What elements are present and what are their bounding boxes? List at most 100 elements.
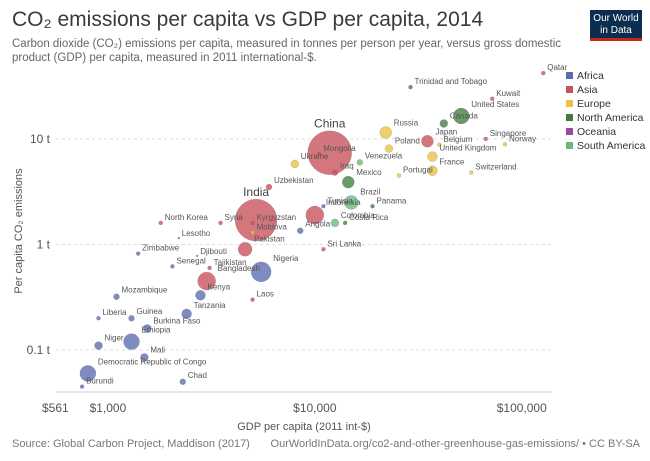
- point-label: United States: [471, 100, 519, 109]
- data-point: [379, 126, 392, 139]
- point-label: Zimbabwe: [142, 244, 179, 253]
- data-point: [307, 130, 352, 175]
- x-tick-label: $561: [42, 401, 69, 415]
- point-label: Poland: [395, 137, 420, 146]
- point-label: Venezuela: [365, 151, 403, 160]
- data-point: [197, 271, 216, 291]
- data-point: [135, 251, 141, 256]
- legend-label: Europe: [577, 98, 611, 110]
- data-point: [384, 144, 394, 153]
- chart-subtitle: Carbon dioxide (CO₂) emissions per capit…: [12, 38, 562, 64]
- data-point: [469, 170, 474, 175]
- point-label: Burkina Faso: [153, 316, 201, 325]
- data-point: [79, 365, 97, 382]
- point-label: Sri Lanka: [327, 239, 361, 248]
- data-point: [453, 107, 470, 125]
- legend-swatch: [566, 72, 573, 79]
- point-label: Kuwait: [496, 89, 521, 98]
- point-label: Ukraine: [301, 152, 329, 161]
- point-label: Laos: [257, 290, 274, 299]
- point-label: China: [314, 117, 346, 131]
- point-label: Costa Rica: [349, 213, 389, 222]
- data-point: [94, 341, 103, 350]
- data-point: [502, 142, 508, 147]
- data-point: [140, 353, 149, 362]
- point-label: Djibouti: [200, 247, 227, 256]
- data-points: [79, 70, 546, 389]
- data-point: [250, 220, 255, 226]
- source-note: Source: Global Carbon Project, Maddison …: [12, 438, 250, 450]
- data-point: [250, 230, 255, 235]
- point-label: Chad: [188, 371, 207, 380]
- legend-swatch: [566, 114, 573, 121]
- point-label: Mozambique: [122, 286, 168, 295]
- point-label: Lesotho: [182, 229, 211, 238]
- point-label: Norway: [509, 134, 536, 143]
- x-tick-label: $100,000: [497, 401, 547, 415]
- point-label: Belgium: [443, 135, 472, 144]
- point-label: Pakistan: [254, 234, 285, 243]
- data-point: [408, 84, 413, 90]
- point-label: Uzbekistan: [274, 176, 314, 185]
- point-label: Moldova: [257, 222, 288, 231]
- data-point: [250, 297, 255, 302]
- data-point: [356, 159, 364, 166]
- source-link[interactable]: OurWorldInData.org/co2-and-other-greenho…: [270, 438, 640, 450]
- point-label: Kyrgyzstan: [257, 213, 297, 222]
- data-point: [237, 242, 253, 257]
- data-point: [344, 195, 359, 210]
- legend-label: Africa: [577, 70, 604, 82]
- legend: Africa Asia Europe North America Oceania Sout…: [566, 70, 645, 152]
- point-label: Russia: [394, 119, 419, 128]
- data-point: [330, 218, 340, 228]
- axes: 0.1 t 1 t 10 t $561 $1,000 $10,000 $100,000 GDP…: [13, 132, 552, 433]
- point-label: Guinea: [137, 307, 163, 316]
- data-point: [265, 183, 273, 191]
- data-point: [321, 247, 326, 252]
- owid-logo[interactable]: Our World in Data: [590, 10, 642, 41]
- point-label: Tajikistan: [214, 258, 247, 267]
- data-point: [143, 324, 152, 333]
- legend-swatch: [566, 142, 573, 149]
- data-point: [195, 254, 199, 258]
- logo-line-1: Our World: [593, 13, 639, 24]
- y-tick-label: 1 t: [37, 237, 51, 251]
- point-label: Syria: [225, 213, 244, 222]
- data-point: [439, 119, 449, 128]
- data-point: [296, 227, 304, 234]
- data-point: [421, 135, 434, 148]
- data-point: [181, 308, 192, 320]
- y-tick-label: 0.1 t: [27, 343, 51, 357]
- point-label: Niger: [104, 334, 123, 343]
- data-point: [250, 261, 272, 283]
- point-label: Ethiopia: [142, 326, 171, 335]
- data-point: [437, 142, 442, 148]
- data-point: [290, 159, 300, 169]
- chart-title: CO₂ emissions per capita vs GDP per capi…: [12, 8, 484, 31]
- data-point: [113, 293, 120, 300]
- data-point: [79, 384, 85, 389]
- point-label: Nigeria: [273, 254, 299, 263]
- point-label: Tanzania: [194, 301, 227, 310]
- point-label: Iraq: [340, 162, 354, 171]
- data-point: [342, 220, 348, 226]
- legend-label: North America: [577, 112, 644, 124]
- point-label: France: [439, 158, 464, 167]
- logo-line-2: in Data: [600, 25, 632, 36]
- data-point: [370, 204, 375, 209]
- point-label: Qatar: [547, 63, 567, 72]
- point-label: Japan: [435, 127, 457, 136]
- x-axis-label: GDP per capita (2011 int-$): [237, 421, 371, 433]
- data-point: [489, 96, 495, 102]
- point-label: North Korea: [165, 213, 209, 222]
- data-point: [331, 169, 339, 176]
- legend-label: South America: [577, 140, 645, 152]
- x-tick-label: $10,000: [293, 401, 337, 415]
- point-label: India: [243, 185, 269, 199]
- data-point: [427, 151, 438, 162]
- legend-swatch: [566, 100, 573, 107]
- data-point: [128, 314, 135, 322]
- data-point: [316, 151, 322, 157]
- point-label: Kenya: [207, 282, 230, 291]
